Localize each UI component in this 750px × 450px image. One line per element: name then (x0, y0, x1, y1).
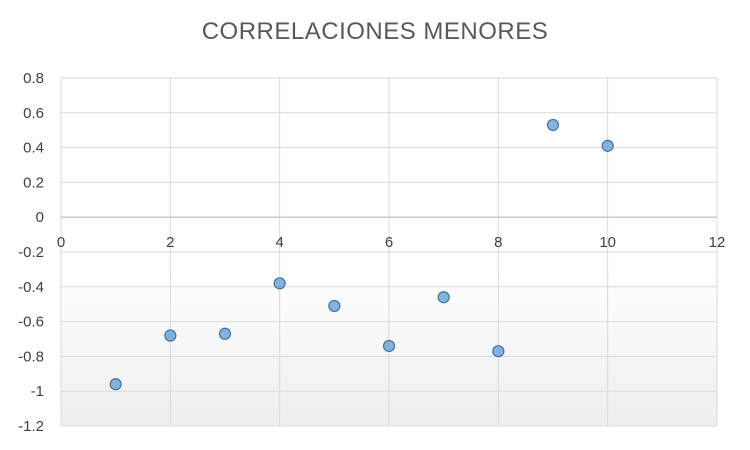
data-point (273, 277, 286, 290)
data-point (382, 339, 396, 353)
y-tick-label: -1.2 (18, 418, 44, 435)
x-tick-label: 4 (275, 234, 283, 251)
y-tick-label: 0.4 (23, 140, 44, 157)
y-tick-label: -1 (31, 383, 44, 400)
data-point (109, 378, 122, 391)
data-point (328, 299, 341, 313)
data-point (437, 291, 450, 304)
y-tick-label: -0.8 (18, 348, 44, 365)
y-tick-label: -0.2 (18, 244, 44, 261)
data-point (164, 329, 177, 342)
data-point (492, 345, 505, 358)
x-tick-label: 12 (709, 234, 726, 251)
x-tick-label: 0 (57, 234, 65, 251)
chart-title: CORRELACIONES MENORES (201, 18, 549, 45)
y-tick-label: -0.4 (18, 279, 44, 296)
y-tick-label: 0.2 (23, 174, 44, 191)
tick-labels: 0.8 0.6 0.4 0.2 0 -0.2 -0.4 -0.6 -0.8 -1 -1.2 0 2 4 6 8… (18, 70, 725, 435)
data-point (218, 327, 232, 340)
data-point (546, 118, 560, 132)
x-tick-label: 10 (599, 234, 616, 251)
x-tick-label: 2 (166, 234, 174, 251)
data-point (601, 139, 614, 152)
x-tick-label: 6 (385, 234, 393, 251)
y-tick-label: 0.6 (23, 105, 44, 122)
data-points (109, 118, 614, 391)
y-tick-label: -0.6 (18, 314, 44, 331)
y-tick-label: 0 (36, 209, 44, 226)
x-tick-label: 8 (494, 234, 502, 251)
y-tick-label: 0.8 (23, 70, 44, 87)
